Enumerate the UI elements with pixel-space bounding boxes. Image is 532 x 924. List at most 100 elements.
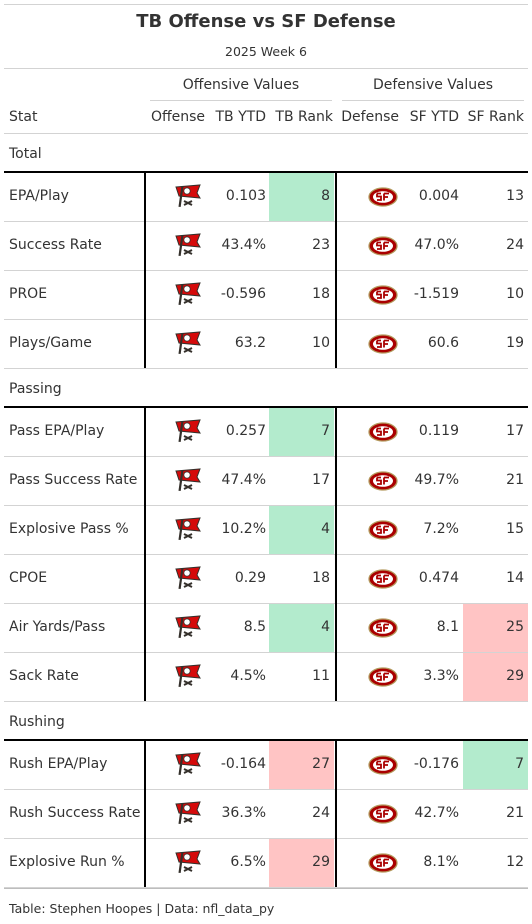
niners-oval-icon	[368, 285, 398, 305]
row-rule	[4, 221, 528, 222]
niners-oval-icon	[368, 755, 398, 775]
sf-ytd-value: 42.7%	[414, 805, 459, 821]
buccaneers-flag-icon	[175, 468, 201, 492]
buccaneers-flag-icon	[175, 331, 201, 355]
tb-ytd-value: -0.596	[220, 286, 266, 302]
row-rule	[4, 368, 528, 369]
sf-rank-value: 10	[506, 286, 524, 302]
tb-ytd-value: -0.164	[220, 756, 266, 772]
buccaneers-flag-icon	[175, 752, 201, 776]
tb-rank-value: 18	[312, 570, 330, 586]
sf-rank-value: 17	[506, 423, 524, 439]
defense-column-divider	[335, 406, 337, 701]
sf-ytd-value: 0.119	[418, 423, 459, 439]
buccaneers-flag-icon	[175, 615, 201, 639]
sf-ytd-value: 8.1	[436, 619, 459, 635]
buccaneers-flag-icon	[175, 419, 201, 443]
sf-rank-highlight	[463, 741, 528, 789]
column-header-1: Offense	[150, 109, 205, 125]
tb-rank-highlight	[269, 408, 334, 456]
niners-oval-icon	[368, 853, 398, 873]
row-rule	[4, 319, 528, 320]
sf-rank-value: 14	[506, 570, 524, 586]
row-rule	[4, 270, 528, 271]
tb-ytd-value: 36.3%	[221, 805, 266, 821]
row-rule	[4, 554, 528, 555]
sf-ytd-value: 0.474	[418, 570, 459, 586]
tb-rank-value: 4	[321, 521, 330, 537]
row-rule	[4, 838, 528, 839]
niners-oval-icon	[368, 569, 398, 589]
stat-label: EPA/Play	[9, 188, 69, 204]
tb-rank-value: 27	[312, 756, 330, 772]
tb-ytd-value: 6.5%	[230, 854, 266, 870]
tb-rank-value: 8	[321, 188, 330, 204]
offense-column-divider	[144, 406, 146, 701]
tb-rank-highlight	[269, 506, 334, 554]
spanner-offensive-rule	[150, 100, 332, 101]
sf-ytd-value: 49.7%	[414, 472, 459, 488]
stat-label: Rush EPA/Play	[9, 756, 108, 772]
sf-rank-value: 25	[506, 619, 524, 635]
tb-ytd-value: 10.2%	[221, 521, 266, 537]
tb-ytd-value: 8.5	[243, 619, 266, 635]
tb-rank-value: 11	[312, 668, 330, 684]
offense-column-divider	[144, 171, 146, 368]
tb-rank-highlight	[269, 839, 334, 887]
stat-label: Pass EPA/Play	[9, 423, 105, 439]
niners-oval-icon	[368, 667, 398, 687]
row-rule	[4, 456, 528, 457]
tb-rank-value: 23	[312, 237, 330, 253]
tb-rank-value: 18	[312, 286, 330, 302]
table-title: TB Offense vs SF Defense	[136, 11, 396, 32]
buccaneers-flag-icon	[175, 282, 201, 306]
stat-label: CPOE	[9, 570, 48, 586]
sf-rank-value: 15	[506, 521, 524, 537]
top-rule	[4, 4, 528, 5]
sf-rank-value: 12	[506, 854, 524, 870]
group-label-0: Total	[9, 146, 42, 162]
column-header-5: SF YTD	[409, 109, 459, 125]
tb-rank-value: 17	[312, 472, 330, 488]
row-rule	[4, 505, 528, 506]
stat-label: Pass Success Rate	[9, 472, 138, 488]
column-header-6: SF Rank	[467, 109, 524, 125]
buccaneers-flag-icon	[175, 664, 201, 688]
niners-oval-icon	[368, 422, 398, 442]
sf-ytd-value: -1.519	[413, 286, 459, 302]
sf-rank-value: 13	[506, 188, 524, 204]
buccaneers-flag-icon	[175, 801, 201, 825]
niners-oval-icon	[368, 520, 398, 540]
buccaneers-flag-icon	[175, 850, 201, 874]
row-rule	[4, 603, 528, 604]
row-rule	[4, 652, 528, 653]
sf-ytd-value: 60.6	[427, 335, 459, 351]
group-top-rule	[4, 739, 528, 741]
niners-oval-icon	[368, 187, 398, 207]
buccaneers-flag-icon	[175, 233, 201, 257]
niners-oval-icon	[368, 471, 398, 491]
sf-rank-value: 24	[506, 237, 524, 253]
tb-rank-highlight	[269, 173, 334, 221]
tb-ytd-value: 0.29	[234, 570, 266, 586]
tb-ytd-value: 47.4%	[221, 472, 266, 488]
tb-ytd-value: 0.103	[225, 188, 266, 204]
sf-rank-highlight	[463, 653, 528, 701]
tb-rank-value: 7	[321, 423, 330, 439]
sf-rank-value: 7	[515, 756, 524, 772]
spanner-defensive: Defensive Values	[372, 77, 494, 93]
row-rule	[4, 701, 528, 702]
sf-rank-value: 21	[506, 805, 524, 821]
niners-oval-icon	[368, 334, 398, 354]
column-header-0: Stat	[9, 109, 38, 125]
tb-rank-highlight	[269, 604, 334, 652]
defense-column-divider	[335, 171, 337, 368]
buccaneers-flag-icon	[175, 566, 201, 590]
niners-oval-icon	[368, 804, 398, 824]
header-rule	[4, 68, 528, 69]
group-top-rule	[4, 406, 528, 408]
source-note: Table: Stephen Hoopes | Data: nfl_data_p…	[9, 901, 275, 916]
tb-rank-value: 4	[321, 619, 330, 635]
tb-rank-highlight	[269, 741, 334, 789]
